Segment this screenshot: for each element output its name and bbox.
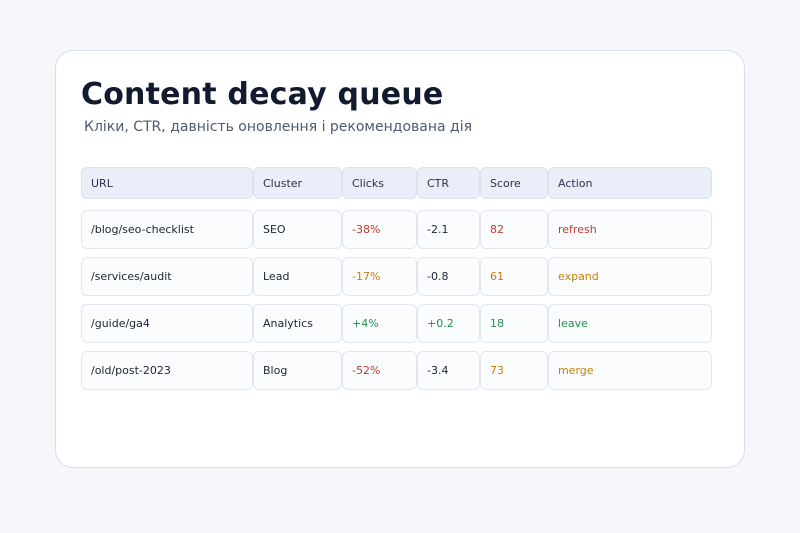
column-header-action: Action (548, 167, 712, 199)
cell-clicks: -38% (342, 210, 417, 249)
cell-action: expand (548, 257, 712, 296)
cell-action: merge (548, 351, 712, 390)
cell-url: /blog/seo-checklist (81, 210, 253, 249)
cell-action: refresh (548, 210, 712, 249)
cell-url: /services/audit (81, 257, 253, 296)
cell-clicks: -52% (342, 351, 417, 390)
cell-clicks: +4% (342, 304, 417, 343)
column-header-score: Score (480, 167, 548, 199)
page-title: Content decay queue (81, 77, 444, 112)
cell-score: 61 (480, 257, 548, 296)
cell-score: 82 (480, 210, 548, 249)
cell-ctr: +0.2 (417, 304, 480, 343)
column-header-ctr: CTR (417, 167, 480, 199)
cell-url: /guide/ga4 (81, 304, 253, 343)
cell-ctr: -2.1 (417, 210, 480, 249)
cell-cluster: SEO (253, 210, 342, 249)
column-header-clicks: Clicks (342, 167, 417, 199)
cell-url: /old/post-2023 (81, 351, 253, 390)
cell-ctr: -0.8 (417, 257, 480, 296)
cell-action: leave (548, 304, 712, 343)
cell-ctr: -3.4 (417, 351, 480, 390)
cell-cluster: Lead (253, 257, 342, 296)
cell-clicks: -17% (342, 257, 417, 296)
cell-cluster: Analytics (253, 304, 342, 343)
cell-score: 18 (480, 304, 548, 343)
column-header-cluster: Cluster (253, 167, 342, 199)
cell-score: 73 (480, 351, 548, 390)
content-decay-card: Content decay queue Кліки, CTR, давність… (55, 50, 745, 468)
cell-cluster: Blog (253, 351, 342, 390)
page-subtitle: Кліки, CTR, давність оновлення і рекомен… (84, 119, 473, 135)
column-header-url: URL (81, 167, 253, 199)
